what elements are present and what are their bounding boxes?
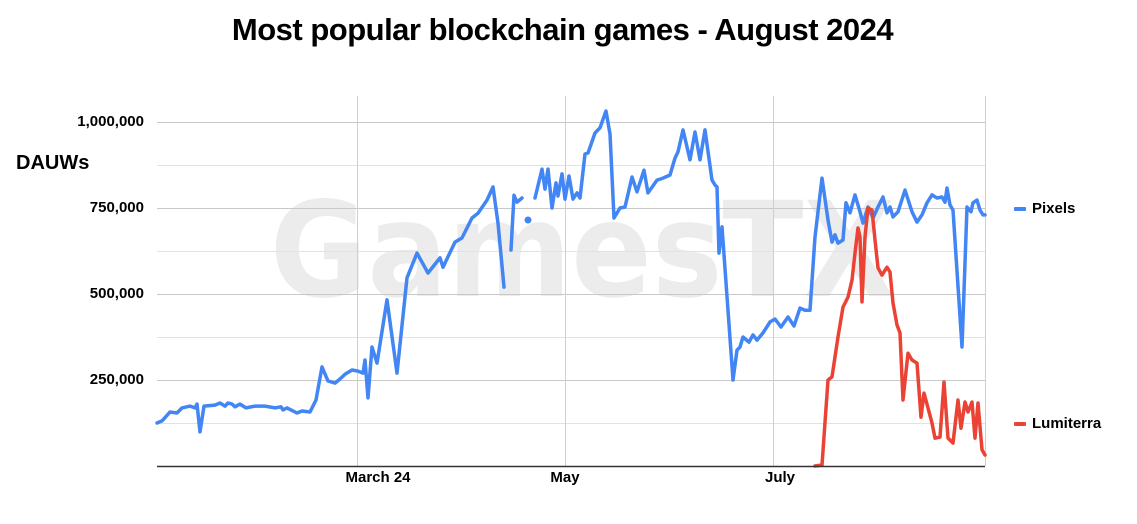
y-tick-label: 500,000 bbox=[89, 285, 144, 302]
legend-label-lumiterra: Lumiterra bbox=[1032, 415, 1102, 432]
legend-item-pixels[interactable]: Pixels bbox=[1014, 200, 1075, 217]
series-line-lumiterra bbox=[813, 206, 987, 468]
legend-swatch-lumiterra bbox=[1014, 421, 1026, 426]
y-tick-label: 750,000 bbox=[89, 199, 144, 216]
x-tick-label: May bbox=[550, 469, 580, 486]
chart-title: Most popular blockchain games - August 2… bbox=[231, 12, 894, 47]
legend-label-pixels: Pixels bbox=[1032, 200, 1076, 217]
legend-swatch-pixels bbox=[1014, 206, 1026, 211]
y-tick-label: 1,000,000 bbox=[77, 113, 144, 130]
series-line-pixels bbox=[509, 193, 524, 252]
y-axis-title: DAUWs bbox=[16, 152, 90, 174]
series-lines bbox=[155, 109, 987, 468]
series-line-pixels bbox=[155, 185, 506, 434]
x-tick-label: July bbox=[764, 469, 796, 486]
series-point-pixels bbox=[524, 216, 532, 224]
series-line-pixels bbox=[533, 109, 987, 382]
legend-item-lumiterra[interactable]: Lumiterra bbox=[1014, 415, 1101, 432]
x-tick-label: March 24 bbox=[345, 469, 411, 486]
y-tick-label: 250,000 bbox=[89, 371, 144, 388]
